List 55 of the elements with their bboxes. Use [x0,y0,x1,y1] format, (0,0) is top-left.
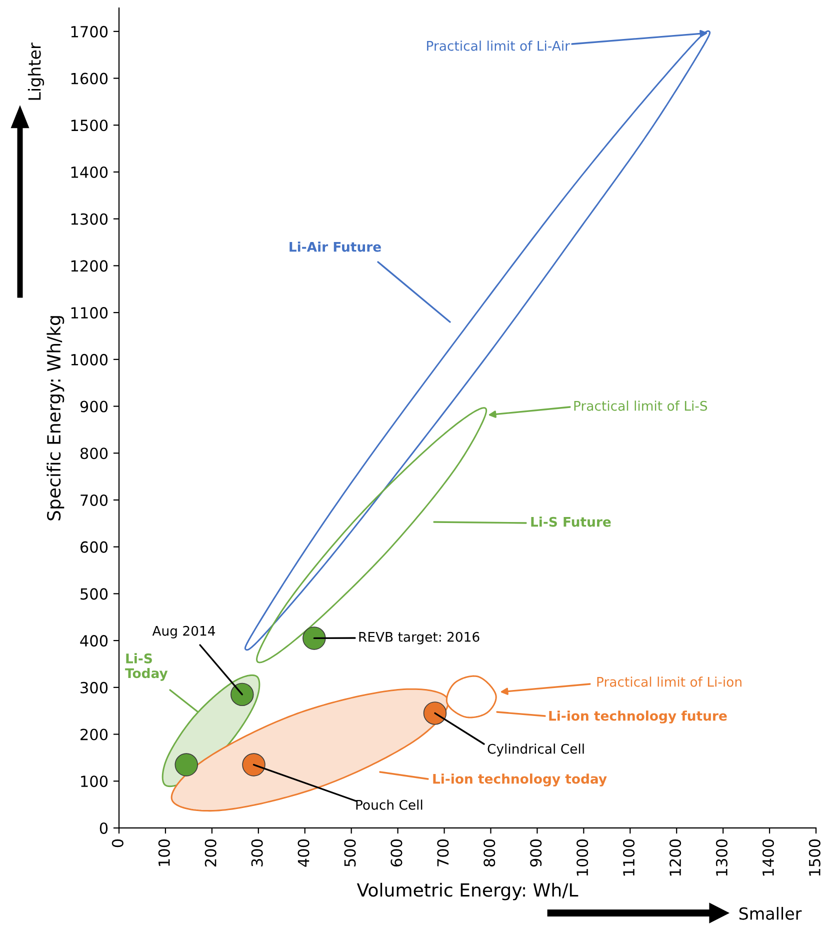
annotation: Li-ion technology today [433,774,607,786]
y-tick-label: 1500 [71,120,108,132]
annotation: Li-S Today [125,653,168,681]
y-axis-title: Specific Energy: Wh/kg [46,316,64,520]
x-tick-label: 1100 [623,839,635,876]
x-tick-label: 1300 [716,839,728,876]
y-tick-label: 1100 [71,307,108,319]
annotation: Pouch Cell [356,800,422,810]
y-tick-label: 800 [80,448,108,460]
y-tick-label: 100 [81,776,108,788]
point [302,626,326,650]
annotation: Practical limit of Li-ion [597,676,742,687]
y-tick-label: 600 [80,541,108,553]
annotation: Aug 2014 [152,626,216,638]
y-tick-label: 700 [80,494,108,506]
y-tick-label: 400 [80,635,108,647]
annotation: Cylindrical Cell [488,744,584,756]
y-tick-label: 1700 [71,26,108,38]
annotation: REVB target: 2016 [359,632,480,644]
point [423,702,447,725]
y-tick-label: 1000 [71,354,108,366]
y-tick-label: 1600 [71,72,108,84]
x-tick-label: 600 [390,839,402,866]
text: Smaller [739,906,802,920]
x-tick-label: 400 [298,839,310,867]
point [230,682,254,706]
x-tick-label: 100 [158,839,170,866]
x-tick-label: 1500 [808,839,820,876]
annotation: Li-S Future [531,516,611,527]
annotation: Li-Air Future [290,242,381,252]
y-tick-label: 1400 [71,166,108,178]
x-tick-label: 900 [530,839,542,867]
x-tick-label: 1000 [576,839,588,876]
y-tick-label: 0 [100,822,108,834]
y-tick-label: 300 [80,682,108,694]
annotation: Li-ion technology future [549,710,727,724]
y-tick-label: 200 [80,728,108,740]
annotation: Practical limit of Li-Air [427,40,570,51]
annotation: Practical limit of Li-S [574,400,708,411]
x-tick-label: 200 [204,839,216,866]
text: Lighter [28,42,44,100]
point [174,753,198,776]
x-tick-label: 800 [484,839,496,867]
x-tick-label: 700 [437,839,449,866]
x-axis-title: Volumetric Energy: Wh/L [356,882,578,900]
point [242,753,266,776]
x-tick-label: 1200 [669,839,682,876]
y-tick-label: 1300 [71,213,108,225]
x-tick-label: 300 [251,839,263,866]
x-tick-label: 0 [112,839,124,848]
y-tick-label: 500 [80,588,108,600]
x-tick-label: 500 [344,839,356,866]
x-tick-label: 1400 [762,839,774,876]
y-tick-label: 900 [80,400,108,412]
y-tick-label: 1200 [71,260,108,272]
